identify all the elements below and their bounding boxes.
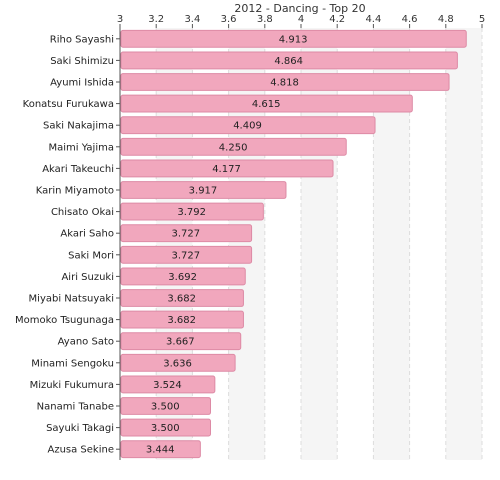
x-tick-label: 4.8: [438, 14, 454, 25]
bar: [120, 116, 376, 135]
category-label: Karin Miyamoto: [36, 186, 114, 197]
bar: [120, 159, 334, 178]
bar: [120, 440, 201, 459]
bar-value-label: 4.177: [212, 164, 241, 175]
bar-value-label: 4.913: [279, 34, 308, 45]
bar: [120, 397, 211, 415]
bar-value-label: 3.636: [163, 358, 192, 369]
bar: [120, 202, 264, 221]
x-tick-label: 3.8: [257, 14, 273, 25]
bar-value-label: 3.792: [177, 207, 206, 218]
bar: [120, 418, 211, 437]
grid-band: [445, 28, 482, 460]
bar-value-label: 3.444: [146, 445, 175, 456]
category-label: Sayuki Takagi: [46, 423, 114, 434]
category-label: Akari Saho: [60, 229, 114, 240]
category-label: Saki Mori: [68, 250, 114, 261]
bar-value-label: 4.818: [270, 78, 299, 89]
bar-value-label: 3.692: [168, 272, 197, 283]
bar: [120, 94, 413, 113]
category-label: Azusa Sekine: [47, 445, 114, 456]
bar-value-label: 3.667: [166, 337, 195, 348]
x-tick-label: 3: [117, 14, 123, 25]
chart-title: 2012 - Dancing - Top 20: [234, 2, 365, 15]
bar: [120, 73, 450, 91]
category-label: Airi Suzuki: [61, 272, 114, 283]
bar: [120, 289, 244, 307]
x-tick-label: 4: [298, 14, 304, 25]
bar-value-label: 4.864: [274, 56, 303, 67]
bar-value-label: 4.250: [219, 142, 248, 153]
grid: [119, 28, 483, 460]
x-tick-label: 4.6: [402, 14, 418, 25]
category-label: Maimi Yajima: [48, 142, 114, 153]
x-axis-ticks: 3 3.2 3.4 3.6 3.8 4 4.2 4.4 4.6 4.8 5: [117, 14, 485, 28]
bar-value-label: 3.917: [189, 186, 218, 197]
category-label: Ayano Sato: [58, 337, 114, 348]
category-label: Chisato Okai: [51, 207, 114, 218]
bar: [120, 332, 242, 351]
category-label: Saki Shimizu: [50, 56, 114, 67]
bars: 4.913 4.864 4.818 4.615 4.409 4.250 4.177 3.917…: [120, 29, 467, 459]
bar-value-label: 3.727: [171, 250, 200, 261]
category-label: Konatsu Furukawa: [23, 99, 114, 110]
grid-band: [228, 28, 265, 460]
category-labels: Riho Sayashi Saki Shimizu Ayumi Ishida Kona…: [15, 34, 120, 456]
category-label: Riho Sayashi: [50, 34, 114, 45]
bar: [120, 375, 216, 394]
category-label: Mizuki Fukumura: [30, 380, 114, 391]
grid-band: [156, 28, 193, 460]
bar-value-label: 4.409: [233, 121, 262, 132]
bar: [120, 353, 236, 372]
x-tick-label: 3.4: [184, 14, 200, 25]
bar: [120, 137, 347, 156]
bar: [120, 51, 458, 70]
x-tick-label: 3.2: [148, 14, 164, 25]
bar-value-label: 4.615: [252, 99, 281, 110]
x-tick-label: 4.4: [365, 14, 381, 25]
category-label: Akari Takeuchi: [42, 164, 114, 175]
bar: [120, 310, 244, 329]
x-tick-label: 3.6: [221, 14, 237, 25]
category-label: Momoko Tsugunaga: [15, 315, 114, 326]
bar-value-label: 3.500: [151, 402, 180, 413]
bar-value-label: 3.682: [167, 294, 196, 305]
bar: [120, 181, 287, 199]
x-tick-label: 4.2: [329, 14, 345, 25]
grid-band: [301, 28, 338, 460]
bar: [120, 267, 246, 286]
bar-value-label: 3.500: [151, 423, 180, 434]
category-label: Saki Nakajima: [43, 121, 114, 132]
category-label: Ayumi Ishida: [50, 78, 114, 89]
bar-value-label: 3.524: [153, 380, 182, 391]
x-tick-label: 5: [479, 14, 485, 25]
bar: [120, 224, 253, 243]
bar-value-label: 3.682: [167, 315, 196, 326]
bar-value-label: 3.727: [171, 229, 200, 240]
grid-band: [373, 28, 410, 460]
category-label: Nanami Tanabe: [37, 402, 114, 413]
category-label: Minami Sengoku: [31, 358, 114, 369]
category-label: Miyabi Natsuyaki: [29, 294, 114, 305]
bar: [120, 245, 253, 264]
bar: [120, 29, 467, 48]
